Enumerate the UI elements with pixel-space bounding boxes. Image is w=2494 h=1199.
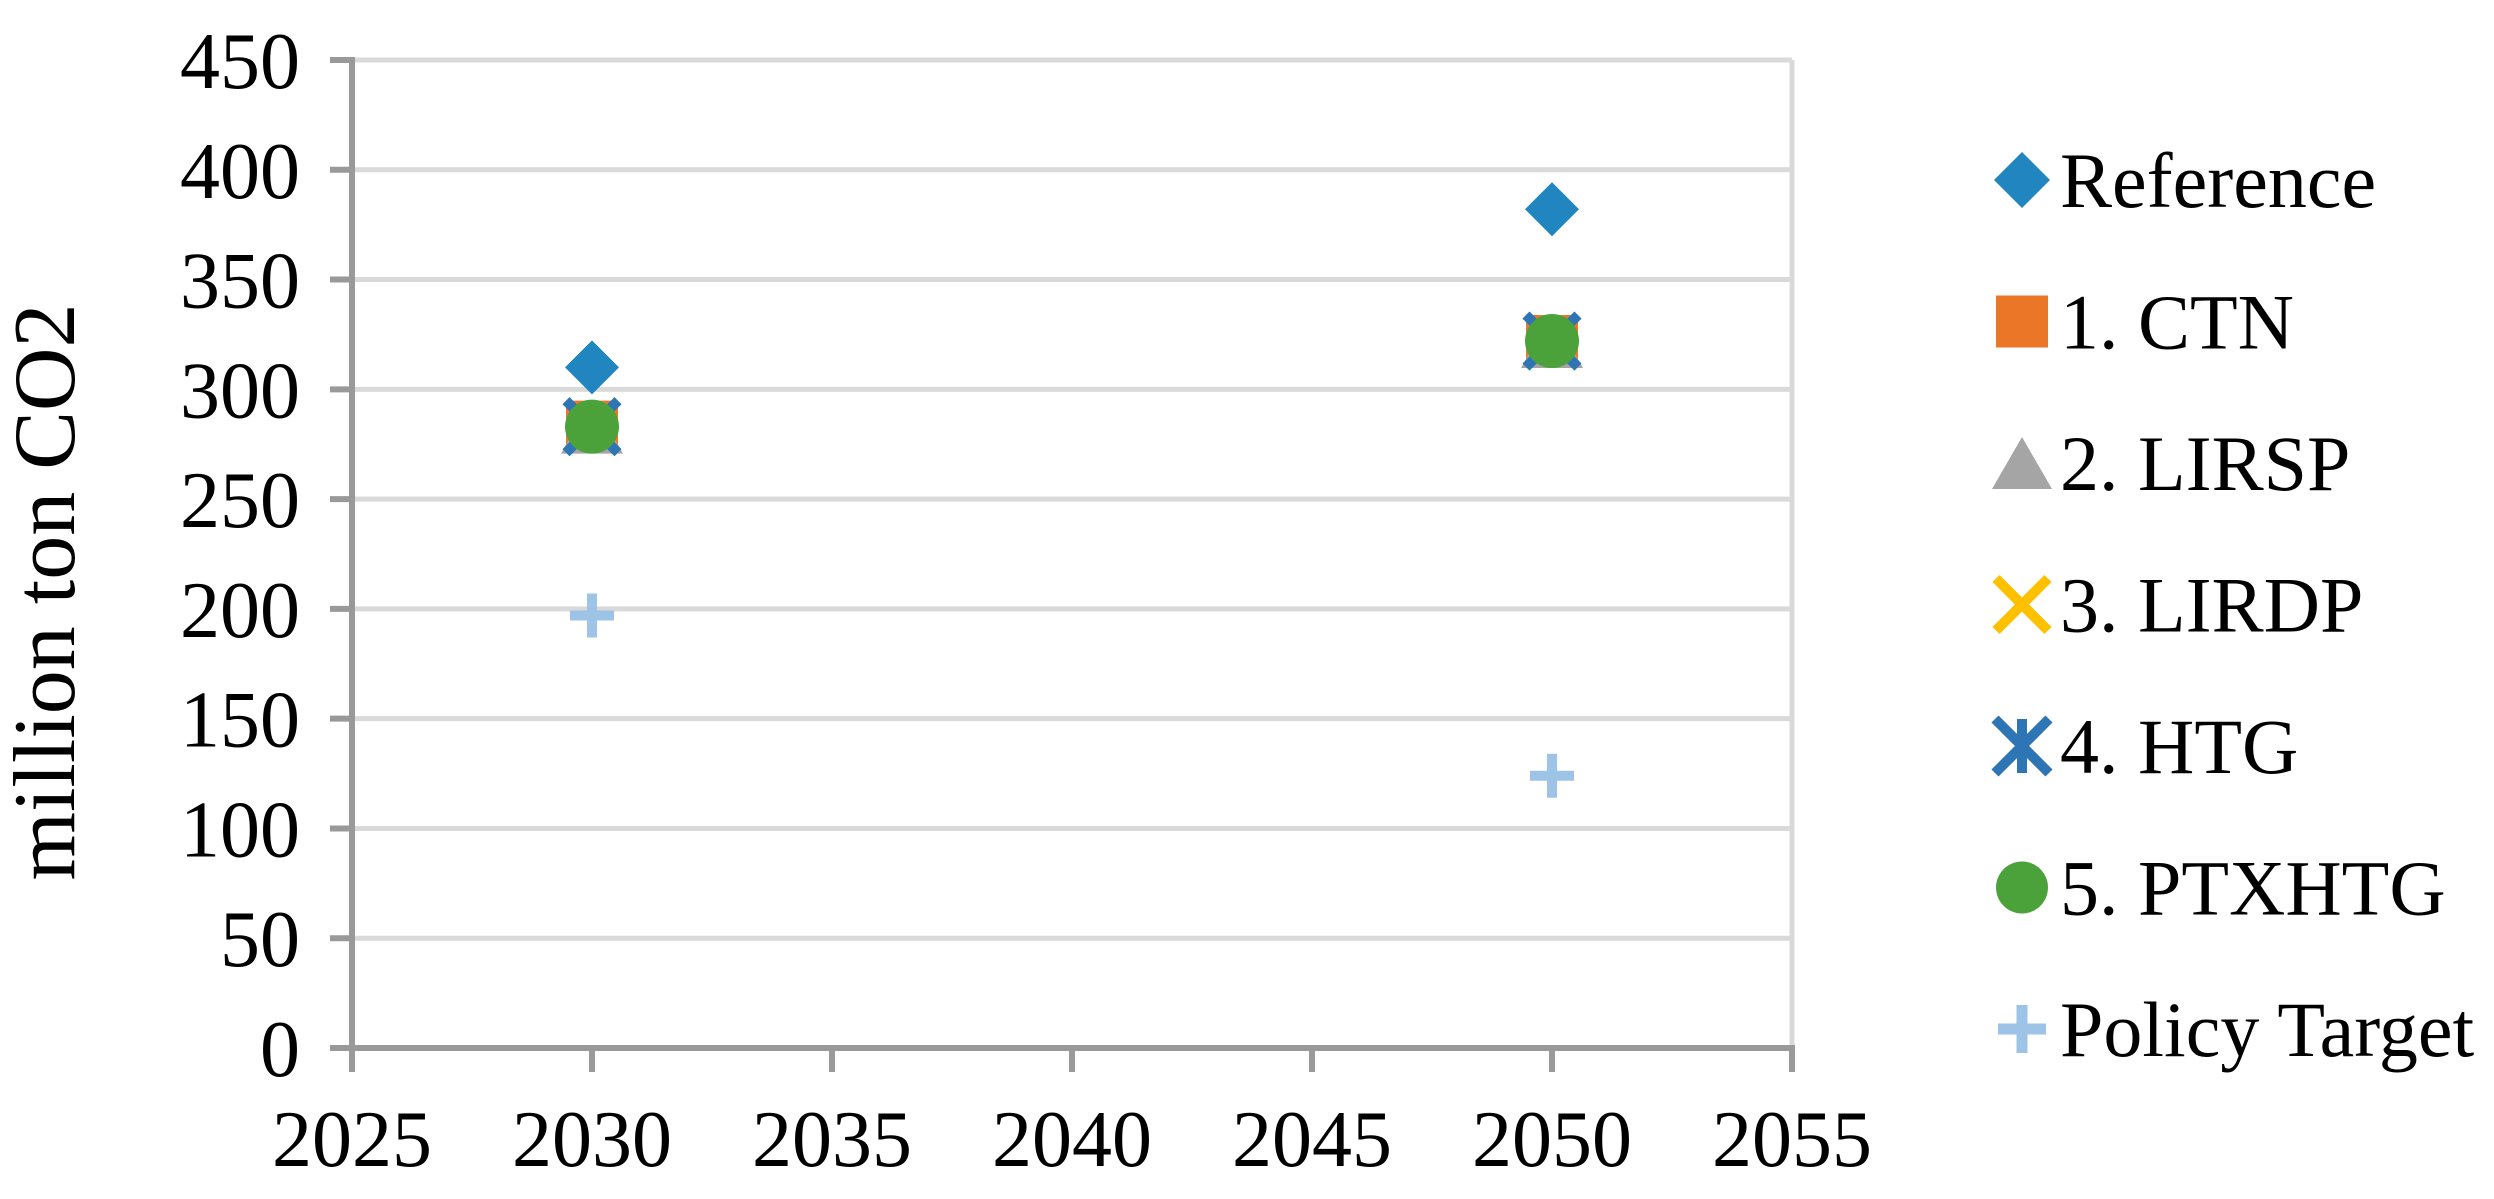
legend-label-policy-target: Policy Target bbox=[2060, 986, 2474, 1073]
legend-marker-reference-icon bbox=[1994, 152, 2050, 208]
x-tick-label-2030: 2030 bbox=[512, 1096, 672, 1184]
marker-policy-target-2050 bbox=[1530, 753, 1574, 798]
legend: Reference 1. CTN 2. LIRSP 3. LIRDP 4. HTG 5. … bbox=[1991, 137, 2474, 1073]
legend-item-1-ctn: 1. CTN bbox=[1996, 279, 2294, 366]
y-tick-label-50: 50 bbox=[220, 896, 300, 984]
legend-label-4-htg: 4. HTG bbox=[2060, 703, 2298, 790]
y-tick-label-150: 150 bbox=[180, 677, 300, 765]
marker-reference-2050 bbox=[1525, 182, 1579, 237]
legend-label-1-ctn: 1. CTN bbox=[2060, 279, 2294, 366]
y-tick-label-200: 200 bbox=[180, 567, 300, 655]
legend-marker-4-htg-icon bbox=[1991, 715, 2053, 777]
legend-label-2-lirsp: 2. LIRSP bbox=[2060, 420, 2350, 507]
y-tick-label-250: 250 bbox=[180, 457, 300, 545]
legend-label-3-lirdp: 3. LIRDP bbox=[2060, 562, 2363, 649]
legend-item-4-htg: 4. HTG bbox=[1991, 703, 2298, 790]
legend-marker-5-ptxhtg-icon bbox=[1996, 861, 2048, 914]
legend-item-2-lirsp: 2. LIRSP bbox=[1992, 420, 2350, 507]
marker-5-ptxhtg-2050 bbox=[1525, 314, 1579, 369]
legend-marker-policy-target-icon bbox=[1998, 1005, 2046, 1053]
x-tick-label-2025: 2025 bbox=[272, 1096, 432, 1184]
legend-marker-1-ctn-icon bbox=[1996, 295, 2048, 348]
legend-item-policy-target: Policy Target bbox=[1998, 986, 2474, 1073]
y-tick-label-400: 400 bbox=[180, 128, 300, 216]
legend-item-3-lirdp: 3. LIRDP bbox=[1992, 562, 2363, 649]
x-tick-label-2050: 2050 bbox=[1472, 1096, 1632, 1184]
x-tick-label-2045: 2045 bbox=[1232, 1096, 1392, 1184]
y-tick-label-100: 100 bbox=[180, 786, 300, 874]
y-axis-title: million ton CO2 bbox=[0, 304, 94, 881]
y-tick-label-450: 450 bbox=[180, 18, 300, 106]
marker-policy-target-2030 bbox=[570, 593, 614, 638]
y-tick-label-300: 300 bbox=[180, 347, 300, 435]
y-tick-label-350: 350 bbox=[180, 238, 300, 326]
legend-label-reference: Reference bbox=[2060, 137, 2376, 224]
legend-label-5-ptxhtg: 5. PTXHTG bbox=[2060, 845, 2446, 932]
y-tick-label-0: 0 bbox=[260, 1006, 300, 1094]
marker-reference-2030 bbox=[565, 340, 619, 395]
legend-marker-2-lirsp-icon bbox=[1992, 437, 2052, 489]
legend-marker-3-lirdp-icon bbox=[1992, 574, 2052, 635]
legend-item-reference: Reference bbox=[1994, 137, 2376, 224]
marker-5-ptxhtg-2030 bbox=[565, 399, 619, 454]
x-tick-label-2035: 2035 bbox=[752, 1096, 912, 1184]
x-tick-label-2040: 2040 bbox=[992, 1096, 1152, 1184]
x-tick-label-2055: 2055 bbox=[1712, 1096, 1872, 1184]
legend-item-5-ptxhtg: 5. PTXHTG bbox=[1996, 845, 2446, 932]
